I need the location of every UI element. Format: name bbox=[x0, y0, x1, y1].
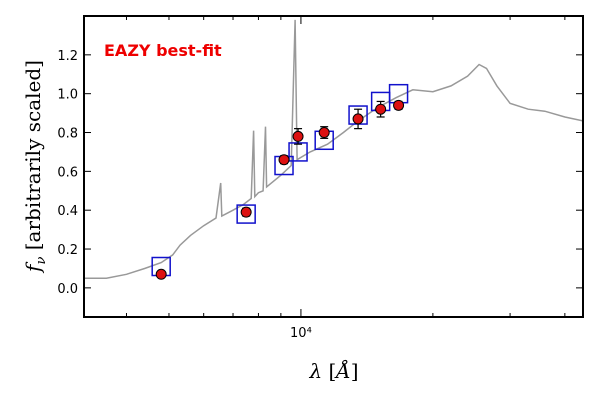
y-tick-label: 0.8 bbox=[57, 127, 78, 142]
axis-ticks: 0.0 0.2 0.4 0.6 0.8 1.0 1.2 10⁴ bbox=[57, 16, 583, 341]
photometry-layer bbox=[151, 83, 409, 280]
svg-text:fν [arbitrarily scaled]: fν [arbitrarily scaled] bbox=[21, 60, 49, 274]
annotation: EAZY best-fit bbox=[104, 41, 222, 60]
y-tick-label: 1.0 bbox=[57, 88, 78, 103]
y-tick-label: 0.0 bbox=[57, 282, 78, 297]
x-tick-label: 10⁴ bbox=[290, 326, 312, 341]
y-tick-label: 0.6 bbox=[57, 165, 78, 180]
model-flux-square bbox=[236, 204, 256, 224]
observed-flux-point bbox=[155, 268, 167, 280]
observed-flux-point bbox=[278, 154, 290, 166]
plot-frame bbox=[83, 15, 584, 318]
observed-flux-point bbox=[375, 103, 387, 115]
observed-flux-point bbox=[292, 130, 304, 142]
observed-flux-point bbox=[318, 127, 330, 139]
y-tick-label: 0.4 bbox=[57, 204, 78, 219]
observed-flux-point bbox=[393, 99, 405, 111]
observed-flux-point bbox=[352, 113, 364, 125]
x-axis-label: λ [Å] bbox=[308, 358, 358, 383]
y-axis-label: fν [arbitrarily scaled] bbox=[21, 60, 49, 274]
observed-flux-point bbox=[240, 206, 252, 218]
y-tick-label: 0.2 bbox=[57, 243, 78, 258]
y-tick-label: 1.2 bbox=[57, 49, 78, 64]
